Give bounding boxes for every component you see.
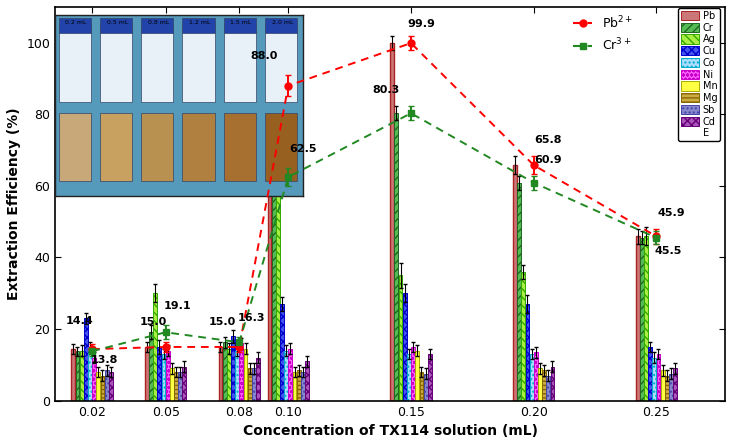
Bar <box>109 372 113 400</box>
Bar <box>252 368 255 400</box>
Bar <box>297 370 301 401</box>
Bar <box>424 374 427 401</box>
Bar <box>661 370 665 401</box>
Bar <box>518 183 521 400</box>
Bar <box>403 293 407 400</box>
Bar <box>276 175 280 400</box>
Bar <box>399 275 403 400</box>
Bar <box>648 347 652 400</box>
Bar <box>179 372 182 400</box>
Bar <box>546 376 550 400</box>
Bar <box>665 376 669 400</box>
Bar <box>395 113 398 400</box>
Bar <box>268 86 272 400</box>
Bar <box>219 347 223 400</box>
Legend: Pb$^{2+}$, Cr$^{3+}$: Pb$^{2+}$, Cr$^{3+}$ <box>569 9 638 59</box>
Bar <box>100 376 105 400</box>
Bar <box>272 177 276 400</box>
Bar <box>669 374 673 401</box>
Bar <box>427 354 432 400</box>
Bar <box>673 368 677 400</box>
Y-axis label: Extraction Efficiency (%): Extraction Efficiency (%) <box>7 108 21 300</box>
Bar <box>390 43 394 401</box>
Bar <box>652 358 656 400</box>
Bar <box>166 351 170 400</box>
Bar <box>223 342 227 400</box>
Bar <box>538 368 542 400</box>
Bar <box>644 236 648 400</box>
Bar <box>526 304 529 400</box>
Text: 15.0: 15.0 <box>140 317 167 327</box>
Bar <box>550 367 554 401</box>
Bar <box>244 349 247 400</box>
Bar <box>411 347 415 400</box>
Text: 65.8: 65.8 <box>534 135 562 146</box>
Bar <box>247 368 252 400</box>
Text: 99.9: 99.9 <box>407 19 435 29</box>
Text: 62.5: 62.5 <box>289 144 317 154</box>
Text: 13.8: 13.8 <box>91 355 118 365</box>
Bar <box>80 351 83 400</box>
Bar <box>235 351 239 400</box>
Text: 16.3: 16.3 <box>238 313 265 323</box>
Bar <box>157 347 161 400</box>
Bar <box>284 351 288 400</box>
Bar <box>105 370 108 401</box>
Bar <box>88 347 92 400</box>
Text: 45.9: 45.9 <box>657 208 685 218</box>
Text: 80.3: 80.3 <box>373 85 400 95</box>
Text: 45.5: 45.5 <box>655 247 682 256</box>
Bar <box>153 293 157 400</box>
Bar <box>231 336 235 400</box>
Text: 60.9: 60.9 <box>534 155 562 165</box>
Bar <box>530 354 534 400</box>
Bar <box>542 370 546 401</box>
Text: 14.4: 14.4 <box>66 316 94 326</box>
Bar <box>657 354 660 400</box>
Bar <box>239 344 243 400</box>
Bar <box>534 352 538 400</box>
Bar <box>288 349 292 400</box>
Bar <box>256 358 260 400</box>
Bar <box>635 236 640 400</box>
Bar <box>92 358 96 400</box>
X-axis label: Concentration of TX114 solution (mL): Concentration of TX114 solution (mL) <box>242 424 537 438</box>
Bar <box>162 354 165 400</box>
Bar <box>182 367 187 401</box>
Bar <box>640 238 643 400</box>
Bar <box>75 351 79 400</box>
Bar <box>174 372 178 400</box>
Bar <box>170 368 173 400</box>
Bar <box>149 332 153 400</box>
Bar <box>513 165 517 400</box>
Bar <box>407 354 411 400</box>
Bar <box>419 372 423 400</box>
Bar <box>305 361 309 400</box>
Bar <box>97 372 100 400</box>
Bar <box>227 349 231 400</box>
Bar <box>71 349 75 400</box>
Bar <box>415 351 419 400</box>
Bar <box>293 372 296 400</box>
Bar <box>145 347 149 400</box>
Bar <box>280 304 284 400</box>
Bar <box>301 372 305 400</box>
Text: 19.1: 19.1 <box>164 301 192 311</box>
Bar <box>84 318 88 400</box>
Text: 88.0: 88.0 <box>250 51 277 61</box>
Bar <box>521 272 525 400</box>
Text: 15.0: 15.0 <box>209 317 236 327</box>
